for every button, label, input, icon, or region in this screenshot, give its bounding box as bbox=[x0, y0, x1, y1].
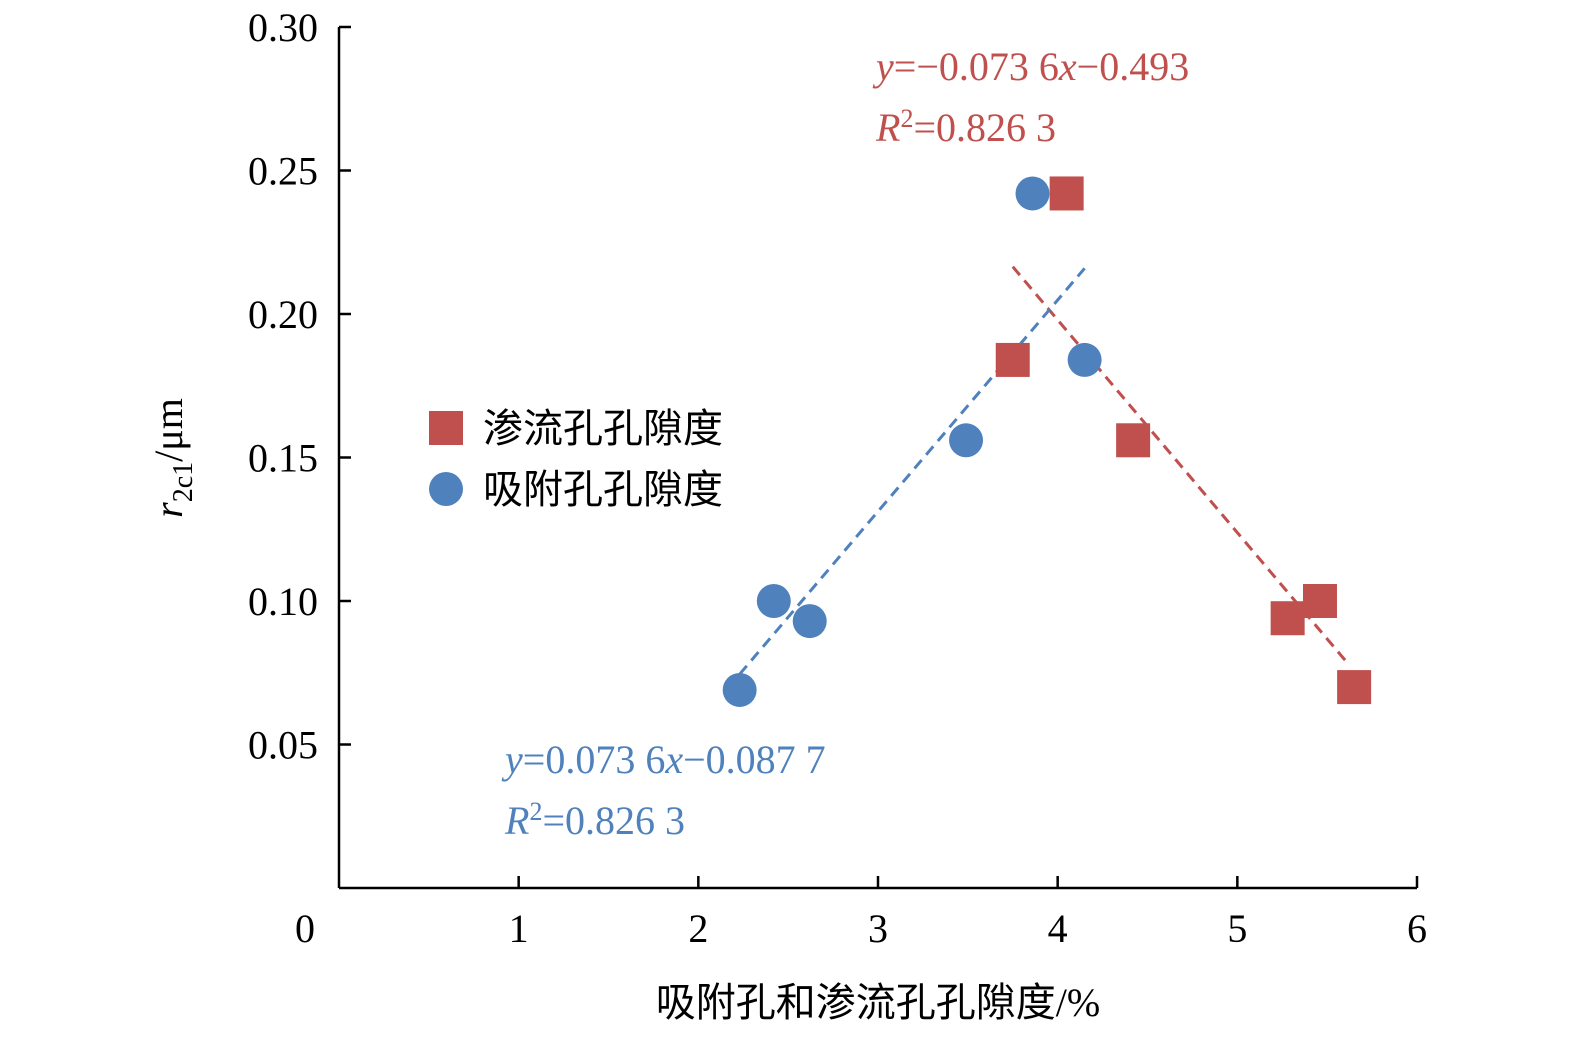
y-tick-label: 0.15 bbox=[248, 436, 318, 481]
equation-adsorption-line: y=0.073 6x−0.087 7 bbox=[501, 737, 826, 782]
y-tick-label: 0.05 bbox=[248, 723, 318, 768]
x-tick-label: 0 bbox=[295, 906, 315, 951]
data-point-seepage bbox=[1270, 601, 1305, 636]
data-point-seepage bbox=[1302, 584, 1337, 618]
equation-adsorption: y=0.073 6x−0.087 7 R2=0.826 3 bbox=[501, 737, 826, 843]
x-tick-label: 6 bbox=[1407, 906, 1427, 951]
data-point-adsorption bbox=[1067, 342, 1102, 377]
data-point-adsorption bbox=[756, 584, 791, 618]
legend-circle-marker bbox=[429, 472, 463, 506]
x-tick-label: 5 bbox=[1227, 906, 1247, 951]
data-points bbox=[722, 176, 1372, 707]
trendline-adsorption bbox=[738, 267, 1086, 676]
legend-label-seepage: 渗流孔孔隙度 bbox=[483, 406, 723, 451]
y-tick-label: 0.25 bbox=[248, 149, 318, 194]
equation-seepage-line: y=−0.073 6x−0.493 bbox=[872, 44, 1189, 89]
trendline-seepage bbox=[1011, 265, 1350, 666]
x-tick-label: 4 bbox=[1048, 906, 1068, 951]
r2-seepage: R2=0.826 3 bbox=[875, 104, 1056, 150]
y-tick-label: 0.30 bbox=[248, 5, 318, 50]
x-tick-label: 3 bbox=[868, 906, 888, 951]
y-axis-title-sub: 2c1 bbox=[168, 462, 199, 502]
y-tick-label: 0.20 bbox=[248, 292, 318, 337]
x-tick-label: 2 bbox=[688, 906, 708, 951]
y-ticks: 0.05 0.10 0.15 0.20 0.25 0.30 bbox=[248, 5, 351, 768]
y-axis-title-main: r bbox=[146, 502, 191, 518]
legend: 渗流孔孔隙度 吸附孔孔隙度 bbox=[429, 406, 723, 512]
x-tick-label: 1 bbox=[509, 906, 529, 951]
data-point-adsorption bbox=[792, 604, 827, 639]
legend-label-adsorption: 吸附孔孔隙度 bbox=[483, 467, 723, 512]
legend-square-marker bbox=[429, 411, 463, 445]
y-tick-label: 0.10 bbox=[248, 579, 318, 624]
axes bbox=[337, 27, 1417, 890]
r2-adsorption: R2=0.826 3 bbox=[504, 797, 685, 843]
data-point-seepage bbox=[1116, 423, 1151, 458]
data-point-adsorption bbox=[722, 672, 757, 707]
data-point-seepage bbox=[1049, 176, 1084, 211]
data-point-adsorption bbox=[1015, 176, 1050, 211]
equation-seepage: y=−0.073 6x−0.493 R2=0.826 3 bbox=[872, 44, 1189, 150]
trendlines bbox=[738, 265, 1350, 676]
data-point-adsorption bbox=[949, 423, 984, 458]
x-ticks: 0 1 2 3 4 5 6 bbox=[295, 876, 1427, 951]
data-point-seepage bbox=[1337, 670, 1372, 705]
data-point-seepage bbox=[995, 342, 1030, 377]
y-axis-title-unit: /μm bbox=[146, 398, 191, 462]
y-axis-title: r2c1/μm bbox=[146, 398, 199, 518]
x-axis-title: 吸附孔和渗流孔孔隙度/% bbox=[656, 980, 1100, 1025]
